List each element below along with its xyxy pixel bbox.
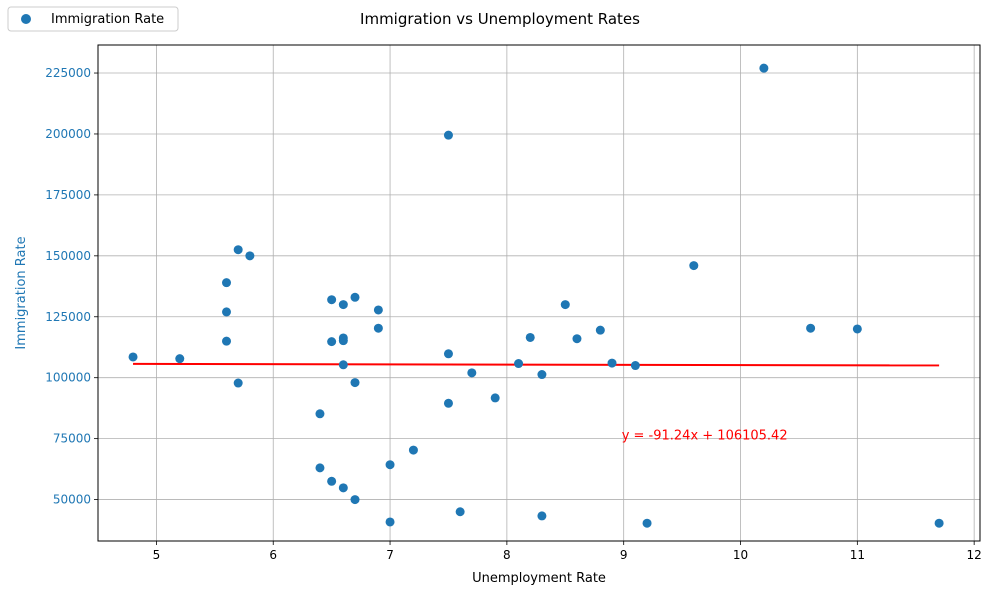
data-point [443, 398, 453, 408]
data-point [630, 361, 640, 371]
data-point [338, 360, 348, 370]
chart-title: Immigration vs Unemployment Rates [360, 10, 640, 28]
data-point [338, 483, 348, 493]
y-tick-label: 175000 [45, 188, 91, 202]
y-tick-label: 125000 [45, 310, 91, 324]
data-point [315, 409, 325, 419]
x-axis-ticks: 5 6 7 8 9 10 11 12 [153, 541, 982, 562]
data-point [222, 336, 232, 346]
data-point [525, 332, 535, 342]
y-tick-label: 75000 [53, 432, 91, 446]
legend-marker [21, 14, 31, 24]
y-tick-label: 200000 [45, 127, 91, 141]
x-tick-label: 10 [733, 548, 748, 562]
data-point [408, 445, 418, 455]
x-tick-label: 8 [503, 548, 511, 562]
legend-label: Immigration Rate [51, 12, 164, 27]
data-point [595, 325, 605, 335]
data-point [490, 393, 500, 403]
y-axis-ticks: 50000 75000 100000 125000 150000 175000 200000… [45, 66, 98, 507]
data-point [327, 476, 337, 486]
trendline-equation: y = -91.24x + 106105.42 [622, 429, 788, 444]
data-point [537, 370, 547, 380]
data-point [572, 334, 582, 344]
data-point [373, 305, 383, 315]
data-point [245, 251, 255, 261]
data-point [537, 511, 547, 521]
data-point [222, 278, 232, 288]
legend: Immigration Rate [7, 6, 179, 32]
data-points [128, 63, 944, 528]
y-tick-label: 100000 [45, 371, 91, 385]
x-tick-label: 9 [620, 548, 628, 562]
data-point [560, 300, 570, 310]
data-point [233, 378, 243, 388]
data-point [443, 349, 453, 359]
data-point [233, 245, 243, 255]
data-point [455, 507, 465, 517]
data-point [385, 517, 395, 527]
data-point [350, 495, 360, 505]
plot-frame [97, 44, 981, 542]
data-point [443, 130, 453, 140]
x-axis-title: Unemployment Rate [472, 571, 606, 586]
data-point [175, 354, 185, 364]
data-point [327, 295, 337, 305]
grid-lines [98, 45, 980, 541]
data-point [128, 352, 138, 362]
data-point [338, 300, 348, 310]
trend-line-group [133, 362, 940, 367]
y-tick-label: 50000 [53, 493, 91, 507]
data-point [350, 292, 360, 302]
data-point [806, 323, 816, 333]
x-tick-label: 11 [850, 548, 865, 562]
data-point [607, 358, 617, 368]
data-point [327, 337, 337, 347]
legend-box [7, 6, 179, 32]
data-point [689, 261, 699, 271]
data-point [934, 518, 944, 528]
x-tick-label: 7 [386, 548, 394, 562]
data-point [338, 336, 348, 346]
data-point [759, 63, 769, 73]
x-tick-label: 6 [269, 548, 277, 562]
data-point [852, 324, 862, 334]
x-tick-label: 5 [153, 548, 161, 562]
data-point [385, 460, 395, 470]
data-point [350, 378, 360, 388]
data-point [373, 323, 383, 333]
data-point [315, 463, 325, 473]
data-point [642, 518, 652, 528]
y-tick-label: 150000 [45, 249, 91, 263]
x-tick-label: 12 [967, 548, 982, 562]
data-point [467, 368, 477, 378]
data-point [222, 307, 232, 317]
y-axis-title: Immigration Rate [14, 236, 29, 349]
y-tick-label: 225000 [45, 66, 91, 80]
data-point [514, 359, 524, 369]
trend-line [133, 362, 940, 367]
